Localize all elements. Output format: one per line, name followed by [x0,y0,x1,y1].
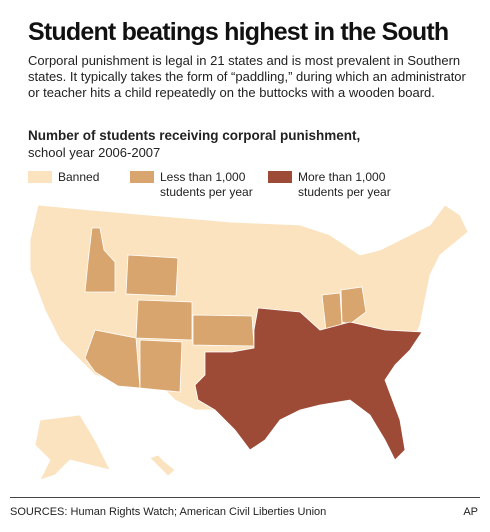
map-title: Number of students receiving corporal pu… [28,128,361,143]
legend-swatch [268,171,292,183]
intro: Corporal punishment is legal in 21 state… [28,53,466,100]
us-map [29,204,469,481]
states-more [194,307,423,461]
states-less [84,329,141,389]
legend-item: Less than 1,000 students per year [130,170,265,200]
states-less [340,286,367,325]
states-less [125,254,179,297]
title: Student beatings highest in the South [28,18,449,46]
states-less [135,299,193,341]
states-less [192,314,255,347]
legend-swatch [130,171,154,183]
legend-swatch [28,171,52,183]
divider [10,497,480,498]
alaska [34,414,111,481]
states-less [139,339,183,393]
legend-item: Banned [28,170,138,185]
legend-label: Banned [58,170,100,184]
sources: SOURCES: Human Rights Watch; American Ci… [10,506,327,518]
legend-label: More than 1,000 students per year [298,170,391,199]
legend-item: More than 1,000 students per year [268,170,418,200]
states-less [321,292,343,331]
hawaii [149,454,176,477]
legend-label: Less than 1,000 students per year [160,170,253,199]
credit: AP [463,506,478,518]
states-less [84,227,116,293]
map-subtitle: school year 2006-2007 [28,145,161,160]
